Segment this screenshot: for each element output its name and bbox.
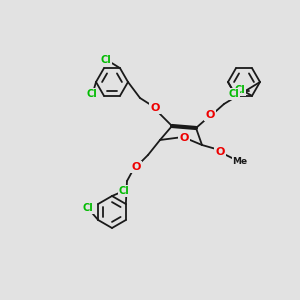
Text: O: O [179,133,189,143]
Text: Cl: Cl [229,89,239,99]
Text: O: O [215,147,225,157]
Text: O: O [150,103,160,113]
Text: Me: Me [232,157,247,166]
Text: Cl: Cl [83,203,94,213]
Text: Cl: Cl [235,85,245,95]
Text: Cl: Cl [87,89,98,99]
Text: O: O [205,110,215,120]
Text: Cl: Cl [118,186,129,196]
Text: O: O [131,162,141,172]
Text: Cl: Cl [100,55,111,65]
